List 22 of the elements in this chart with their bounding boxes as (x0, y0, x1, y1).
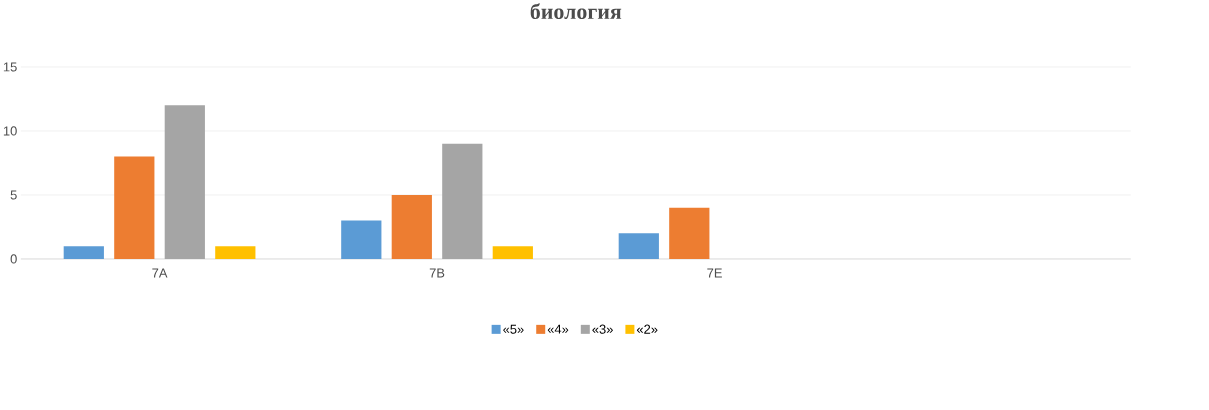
legend-label: «4» (547, 324, 569, 334)
legend-label: «5» (503, 324, 524, 334)
bar (669, 207, 710, 259)
legend-label: «2» (636, 324, 658, 334)
y-tick-label: 5 (10, 190, 17, 200)
bar (63, 246, 104, 259)
chart-title: биология (530, 3, 622, 20)
bar (492, 246, 533, 259)
y-tick-label: 15 (3, 62, 17, 72)
bar (215, 246, 256, 259)
y-tick-label: 0 (10, 254, 17, 264)
x-tick-label: 7А (152, 268, 168, 278)
bar (114, 156, 155, 259)
bar (164, 105, 205, 259)
x-tick-label: 7Е (707, 268, 722, 278)
y-tick-label: 10 (3, 126, 17, 136)
bar (618, 233, 659, 259)
legend-label: «3» (592, 324, 613, 334)
bar (341, 220, 382, 259)
bar (442, 143, 483, 259)
bar (391, 194, 432, 259)
x-tick-label: 7В (429, 268, 445, 278)
